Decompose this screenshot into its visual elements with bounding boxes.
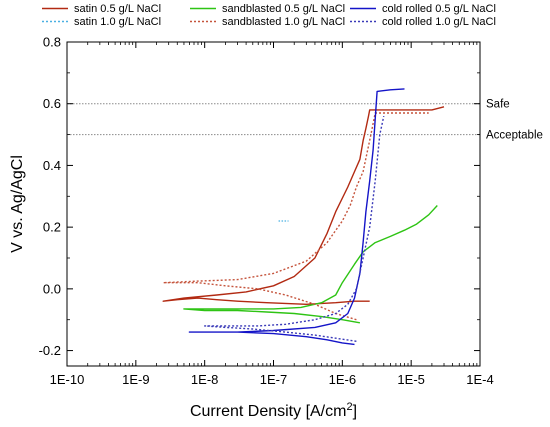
x-tick-label: 1E-7 — [260, 372, 287, 387]
legend-label: sandblasted 0.5 g/L NaCl — [222, 3, 345, 15]
legend-label: satin 1.0 g/L NaCl — [74, 16, 161, 28]
x-tick-label: 1E-8 — [191, 372, 218, 387]
series-line-3 — [162, 112, 429, 321]
reference-annotations: Safe Acceptable — [486, 99, 543, 142]
legend-label: cold rolled 0.5 g/L NaCl — [382, 3, 496, 15]
legend-label: cold rolled 1.0 g/L NaCl — [382, 16, 496, 28]
x-tick-label: 1E-6 — [329, 372, 356, 387]
series-line-2 — [183, 205, 438, 324]
x-axis: 1E-10 1E-9 1E-8 1E-7 1E-6 1E-5 1E-4 — [50, 42, 494, 387]
y-axis: -0.2 0.0 0.2 0.4 0.6 0.8 — [39, 35, 480, 358]
y-tick-label: 0.6 — [43, 96, 61, 111]
y-axis-title: V vs. Ag/AgCl — [9, 155, 26, 253]
series-line-5 — [203, 115, 385, 342]
reference-label: Safe — [486, 99, 510, 111]
x-tick-label: 1E-10 — [50, 372, 85, 387]
x-tick-label: 1E-4 — [466, 372, 493, 387]
y-tick-label: 0.8 — [43, 35, 61, 50]
series-line-4 — [188, 88, 405, 346]
x-tick-label: 1E-9 — [122, 372, 149, 387]
x-axis-title: Current Density [A/cm2] — [190, 401, 357, 420]
y-tick-label: 0.0 — [43, 281, 61, 296]
y-tick-label: -0.2 — [39, 343, 61, 358]
reference-label: Acceptable — [486, 130, 543, 142]
series-layer — [162, 88, 445, 346]
plot-area — [66, 41, 481, 367]
series-line-0 — [162, 106, 445, 305]
legend-label: satin 0.5 g/L NaCl — [74, 3, 161, 15]
y-tick-label: 0.4 — [43, 158, 61, 173]
legend-label: sandblasted 1.0 g/L NaCl — [222, 16, 345, 28]
plot-frame — [66, 41, 481, 367]
y-tick-label: 0.2 — [43, 220, 61, 235]
reference-lines — [67, 103, 480, 136]
x-tick-label: 1E-5 — [397, 372, 424, 387]
legend: satin 0.5 g/L NaCl sandblasted 0.5 g/L Na… — [42, 3, 496, 28]
